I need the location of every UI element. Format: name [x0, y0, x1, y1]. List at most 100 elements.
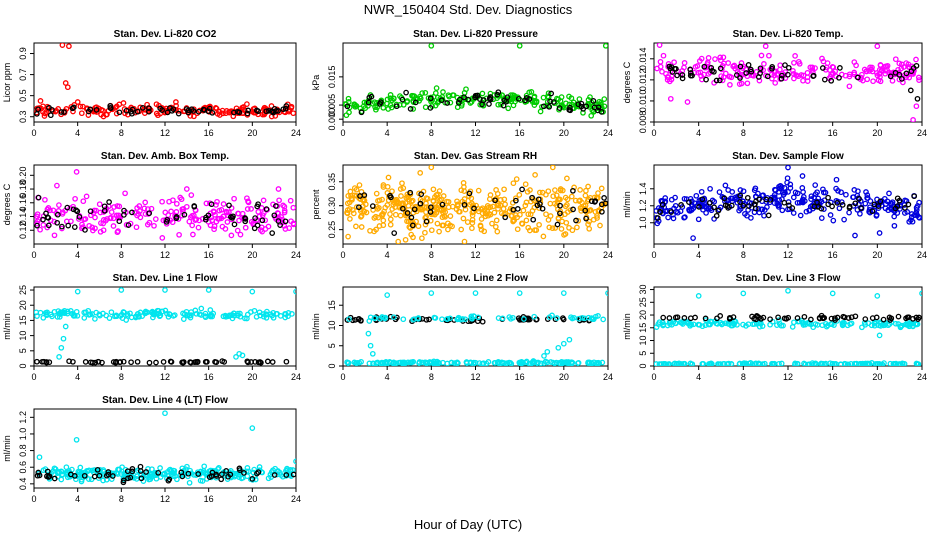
data-point — [687, 66, 694, 73]
data-point — [495, 315, 502, 321]
data-point — [212, 211, 218, 218]
data-point — [594, 359, 600, 366]
data-point — [400, 316, 407, 323]
data-points — [654, 43, 922, 122]
data-point — [874, 72, 881, 79]
data-point — [345, 233, 351, 240]
y-tick-label: 0.9 — [18, 47, 28, 60]
data-point — [553, 359, 560, 366]
data-point — [516, 43, 523, 49]
data-point — [426, 316, 432, 323]
data-point — [353, 204, 360, 210]
data-point — [61, 307, 68, 314]
data-point — [550, 359, 556, 366]
data-point — [439, 214, 446, 221]
panel-title: Stan. Dev. Line 1 Flow — [113, 273, 218, 284]
data-point — [461, 238, 468, 244]
data-point — [464, 219, 471, 225]
y-tick-label: 0 — [638, 363, 648, 368]
data-point — [717, 65, 724, 72]
data-point — [503, 98, 509, 105]
y-tick-label: 10 — [18, 331, 28, 341]
data-point — [353, 360, 360, 366]
x-tick-label: 12 — [470, 372, 480, 382]
data-point — [481, 228, 488, 235]
data-point — [706, 361, 712, 366]
data-point — [54, 314, 61, 320]
data-point — [347, 216, 353, 222]
data-point — [880, 316, 887, 323]
data-point — [862, 200, 869, 207]
data-point — [127, 310, 133, 317]
data-point — [463, 359, 470, 366]
data-point — [698, 73, 704, 79]
data-point — [848, 314, 855, 321]
data-point — [379, 211, 385, 218]
x-tick-label: 4 — [75, 128, 80, 138]
data-point — [466, 190, 473, 197]
data-point — [182, 466, 189, 473]
data-point — [100, 217, 107, 223]
data-point — [514, 226, 521, 233]
chart-panel-6: Stan. Dev. Sample Flow ml/min 1.0 1.2 1.4 0 4 8… — [622, 151, 927, 260]
data-point — [539, 205, 546, 212]
data-point — [560, 290, 567, 296]
data-point — [523, 217, 530, 224]
data-point — [59, 225, 65, 232]
data-point — [289, 311, 295, 317]
x-tick-label: 12 — [470, 128, 480, 138]
data-point — [800, 77, 806, 84]
data-point — [92, 108, 98, 115]
data-point — [168, 208, 174, 215]
data-point — [557, 210, 563, 217]
data-point — [494, 228, 501, 235]
data-point — [778, 184, 785, 190]
x-tick-label: 20 — [559, 128, 569, 138]
data-point — [233, 354, 239, 360]
data-point — [812, 191, 819, 197]
data-point — [73, 436, 80, 443]
data-point — [222, 312, 229, 319]
data-point — [461, 184, 467, 190]
data-point — [819, 65, 826, 71]
data-point — [695, 293, 702, 299]
x-tick-label: 0 — [31, 494, 36, 504]
data-point — [365, 330, 372, 337]
data-point — [573, 217, 579, 224]
data-point — [72, 195, 78, 202]
chart-panel-5: Stan. Dev. Gas Stream RH percent 0.25 0.30 0… — [311, 151, 613, 260]
x-tick-label: 0 — [340, 250, 345, 260]
data-point — [842, 361, 849, 366]
data-point — [409, 92, 415, 99]
data-point — [173, 215, 180, 222]
data-point — [570, 187, 576, 194]
data-point — [353, 223, 359, 230]
data-point — [693, 192, 700, 199]
data-point — [42, 196, 48, 203]
data-point — [654, 324, 660, 330]
data-point — [287, 466, 294, 473]
data-point — [587, 94, 593, 100]
data-point — [904, 314, 911, 321]
data-point — [185, 109, 192, 116]
data-point — [748, 215, 754, 221]
data-point — [747, 66, 754, 73]
data-point — [596, 360, 603, 366]
data-point — [439, 94, 446, 100]
chart-panel-3: Stan. Dev. Li-820 Temp.degrees C0.0080.0… — [622, 29, 927, 138]
data-point — [236, 467, 243, 473]
data-point — [118, 471, 125, 477]
data-point — [846, 83, 853, 90]
data-point — [357, 193, 363, 199]
data-point — [535, 359, 541, 366]
x-tick-label: 16 — [828, 372, 838, 382]
data-point — [874, 43, 881, 50]
data-point — [142, 310, 148, 317]
data-point — [244, 465, 251, 471]
data-point — [660, 322, 666, 329]
data-point — [862, 316, 869, 322]
y-axis-label: degrees C — [622, 61, 632, 103]
x-tick-label: 16 — [515, 250, 525, 260]
data-point — [349, 207, 356, 213]
